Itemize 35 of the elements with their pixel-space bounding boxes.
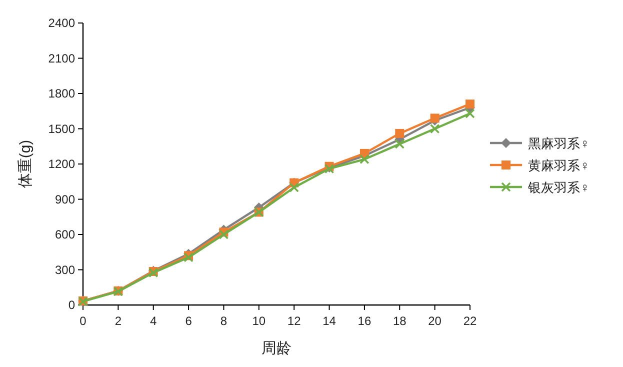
- point: [394, 139, 405, 149]
- x-tick-label: 12: [287, 314, 302, 328]
- y-tick-label: 900: [54, 192, 76, 206]
- point: [218, 230, 229, 240]
- legend-label: 黄麻羽系♀: [528, 158, 590, 173]
- x-axis-title: 周龄: [262, 340, 292, 357]
- y-tick-label: 1800: [48, 86, 76, 100]
- x-tick-label: 4: [150, 314, 158, 328]
- y-tick-label: 2400: [48, 16, 76, 30]
- x-tick-label: 8: [220, 314, 228, 328]
- point: [360, 154, 370, 164]
- y-tick-label: 1200: [48, 157, 76, 171]
- y-tick-label: 300: [54, 262, 76, 277]
- point: [395, 128, 404, 138]
- x-tick-label: 20: [428, 314, 442, 328]
- point: [430, 124, 440, 134]
- point: [465, 108, 475, 118]
- point: [430, 114, 440, 123]
- point: [289, 182, 299, 192]
- x-tick-label: 10: [252, 314, 266, 328]
- x-tick-label: 0: [80, 314, 87, 328]
- x-tick-label: 14: [322, 314, 336, 328]
- y-tick-label: 0: [68, 298, 76, 312]
- legend-label: 银灰羽系♀: [527, 180, 590, 195]
- y-axis-title: 体重(g): [17, 140, 34, 188]
- y-tick-label: 1500: [48, 122, 76, 136]
- x-tick-label: 22: [463, 314, 477, 328]
- x-tick-label: 16: [358, 314, 372, 328]
- y-tick-label: 600: [54, 228, 76, 242]
- point: [466, 100, 474, 109]
- x-tick-label: 18: [392, 314, 407, 328]
- legend-label: 黑麻羽系♀: [528, 136, 590, 151]
- x-tick-label: 2: [114, 314, 122, 328]
- y-tick-label: 2100: [48, 51, 76, 66]
- x-tick-label: 6: [185, 314, 192, 328]
